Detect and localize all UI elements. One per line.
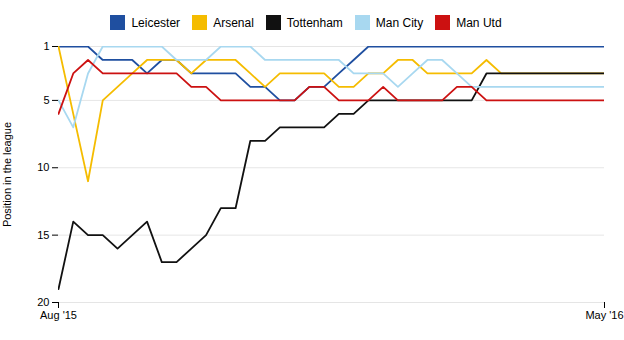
svg-text:May '16: May '16 bbox=[585, 309, 623, 321]
svg-text:1: 1 bbox=[43, 40, 49, 52]
svg-text:20: 20 bbox=[37, 296, 49, 308]
svg-text:Position in the league: Position in the league bbox=[1, 122, 13, 227]
html-text:Arsenal: Arsenal bbox=[213, 15, 254, 30]
svg-text:Aug '15: Aug '15 bbox=[40, 309, 77, 321]
svg-text:15: 15 bbox=[37, 229, 49, 241]
html-text:Man City: Man City bbox=[375, 15, 424, 30]
html-text:Leicester: Leicester bbox=[131, 15, 181, 30]
html-text:Tottenham: Tottenham bbox=[286, 15, 343, 30]
html-text:Man Utd: Man Utd bbox=[456, 15, 502, 30]
svg-text:10: 10 bbox=[37, 161, 49, 173]
svg-text:5: 5 bbox=[43, 94, 49, 106]
